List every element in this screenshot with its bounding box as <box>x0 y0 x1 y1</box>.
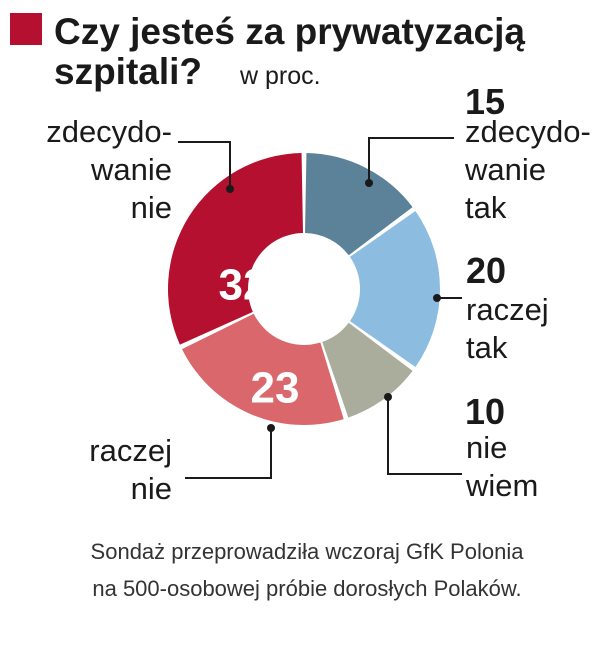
title-marker <box>10 13 42 45</box>
slice-labels: 15zdecydo-wanietak20raczejtak10niewiem23… <box>46 81 591 506</box>
slice-value-3: 23 <box>251 364 300 413</box>
slice-label-3-0: raczej <box>89 433 172 468</box>
chart-title-line-2: szpitali? <box>54 51 202 92</box>
leader-line-3 <box>185 428 272 479</box>
slice-label-2-1: wiem <box>465 468 538 503</box>
slices <box>167 153 440 425</box>
chart-title-line-1: Czy jesteś za prywatyzacją <box>54 11 525 52</box>
slice-label-4-0: zdecydo- <box>46 114 172 149</box>
leader-dot-1 <box>433 294 441 302</box>
slice-label-3-1: nie <box>131 471 172 506</box>
slice-1 <box>349 211 440 367</box>
source-note-line-1: Sondaż przeprowadziła wczoraj GfK Poloni… <box>91 539 525 564</box>
leader-line-2 <box>387 397 462 475</box>
slice-4 <box>167 153 303 345</box>
leader-dot-0 <box>365 179 373 187</box>
unit-label: w proc. <box>239 62 321 90</box>
slice-label-0-2: tak <box>465 190 507 225</box>
slice-value-1: 20 <box>466 250 506 291</box>
leader-dot-2 <box>384 393 392 401</box>
leader-dot-3 <box>267 424 275 432</box>
slice-label-1-0: raczej <box>466 292 549 327</box>
slice-label-1-1: tak <box>466 330 508 365</box>
slice-3 <box>182 313 344 425</box>
slice-label-4-2: nie <box>131 190 172 225</box>
slice-value-2: 10 <box>465 391 505 432</box>
slice-0 <box>305 153 413 256</box>
slice-value-4: 32 <box>219 261 268 310</box>
slice-label-0-0: zdecydo- <box>465 114 591 149</box>
source-note-line-2: na 500-osobowej próbie dorosłych Polaków… <box>92 576 521 601</box>
leader-line-0 <box>368 137 454 183</box>
leader-line-4 <box>178 141 231 189</box>
slice-value-0: 15 <box>465 81 505 122</box>
slice-label-4-1: wanie <box>90 152 172 187</box>
slice-label-0-1: wanie <box>464 152 546 187</box>
slice-label-2-0: nie <box>466 430 507 465</box>
leader-dot-4 <box>226 185 234 193</box>
